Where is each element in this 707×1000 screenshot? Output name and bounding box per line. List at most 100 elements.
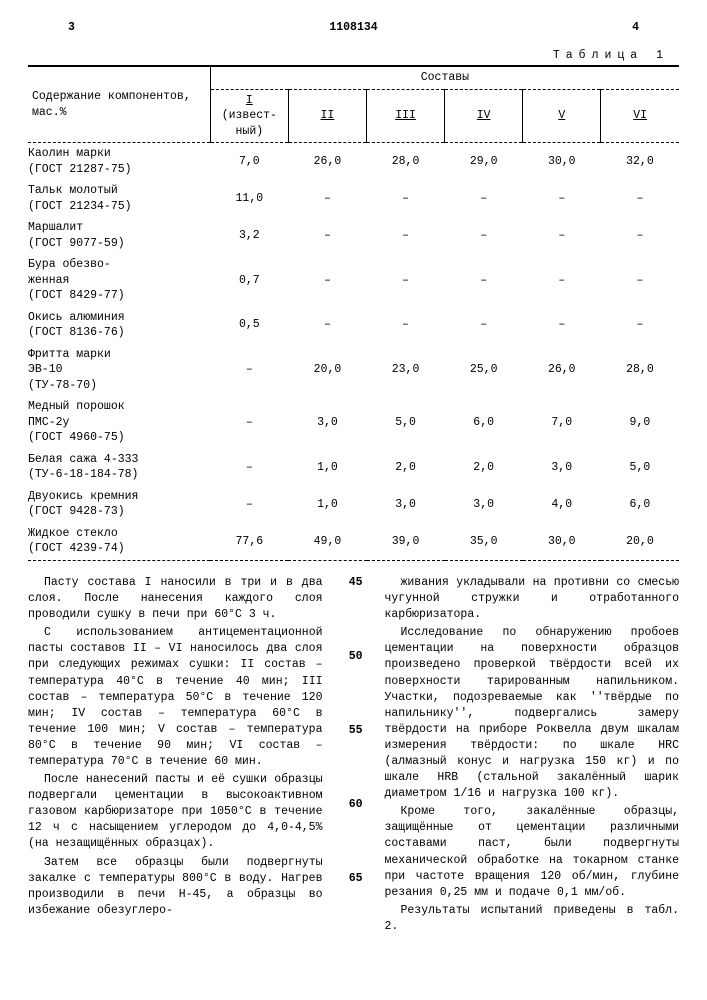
cell: 5,0: [367, 396, 445, 449]
cell: 77,6: [210, 523, 288, 561]
cell: –: [367, 180, 445, 217]
cell: –: [210, 486, 288, 523]
cell: –: [288, 180, 366, 217]
paragraph: Пасту состава I наносили в три и в два с…: [28, 575, 323, 623]
header-left: Содержание компонентов, мас.%: [28, 66, 210, 143]
cell: 11,0: [210, 180, 288, 217]
table-row: Тальк молотый(ГОСТ 21234-75)11,0–––––: [28, 180, 679, 217]
cell: –: [288, 307, 366, 344]
composition-table: Содержание компонентов, мас.% Составы I(…: [28, 65, 679, 561]
row-label: Двуокись кремния(ГОСТ 9428-73): [28, 486, 210, 523]
cell: 9,0: [601, 396, 679, 449]
row-label: Белая сажа 4-333(ТУ-6-18-184-78): [28, 449, 210, 486]
cell: 3,2: [210, 217, 288, 254]
table-row: Каолин марки(ГОСТ 21287-75)7,026,028,029…: [28, 143, 679, 181]
paragraph: Результаты испытаний приведены в табл. 2…: [385, 903, 680, 935]
table-row: Фритта маркиЭВ-10(ТУ-78-70)–20,023,025,0…: [28, 344, 679, 397]
cell: 20,0: [288, 344, 366, 397]
cell: 6,0: [445, 396, 523, 449]
cell: 32,0: [601, 143, 679, 181]
cell: 4,0: [523, 486, 601, 523]
cell: 3,0: [367, 486, 445, 523]
col-header: III: [367, 89, 445, 143]
cell: –: [601, 254, 679, 307]
table-row: Окись алюминия(ГОСТ 8136-76)0,5–––––: [28, 307, 679, 344]
left-column: Пасту состава I наносили в три и в два с…: [28, 575, 323, 945]
cell: –: [601, 307, 679, 344]
cell: –: [367, 217, 445, 254]
cell: 28,0: [367, 143, 445, 181]
cell: –: [445, 180, 523, 217]
cell: 39,0: [367, 523, 445, 561]
paragraph: Исследование по обнаружению пробоев цеме…: [385, 625, 680, 802]
cell: 5,0: [601, 449, 679, 486]
paragraph: После нанесений пасты и её сушки образцы…: [28, 772, 323, 852]
cell: –: [210, 396, 288, 449]
cell: –: [523, 254, 601, 307]
row-label: Медный порошокПМС-2у(ГОСТ 4960-75): [28, 396, 210, 449]
cell: 1,0: [288, 449, 366, 486]
cell: –: [288, 217, 366, 254]
cell: 26,0: [288, 143, 366, 181]
paragraph: С использованием антицементационной паст…: [28, 625, 323, 770]
cell: –: [367, 254, 445, 307]
table-caption: Таблица 1: [28, 48, 679, 64]
table-row: Жидкое стекло(ГОСТ 4239-74)77,649,039,03…: [28, 523, 679, 561]
page-header: 3 1108134 4: [28, 20, 679, 42]
cell: –: [367, 307, 445, 344]
row-label: Бура обезво-женная(ГОСТ 8429-77): [28, 254, 210, 307]
cell: 3,0: [288, 396, 366, 449]
table-row: Бура обезво-женная(ГОСТ 8429-77)0,7–––––: [28, 254, 679, 307]
line-number: 50: [345, 649, 363, 665]
line-number: 45: [345, 575, 363, 591]
cell: –: [601, 180, 679, 217]
col-header: VI: [601, 89, 679, 143]
row-label: Тальк молотый(ГОСТ 21234-75): [28, 180, 210, 217]
cell: –: [445, 307, 523, 344]
cell: –: [601, 217, 679, 254]
cell: 35,0: [445, 523, 523, 561]
row-label: Фритта маркиЭВ-10(ТУ-78-70): [28, 344, 210, 397]
cell: –: [445, 217, 523, 254]
page-num-right: 4: [632, 20, 639, 36]
header-group: Составы: [210, 66, 679, 89]
line-number: 55: [345, 723, 363, 739]
page-num-left: 3: [68, 20, 75, 36]
cell: –: [523, 180, 601, 217]
paragraph: живания укладывали на противни со смесью…: [385, 575, 680, 623]
cell: –: [445, 254, 523, 307]
row-label: Маршалит(ГОСТ 9077-59): [28, 217, 210, 254]
row-label: Окись алюминия(ГОСТ 8136-76): [28, 307, 210, 344]
row-label: Каолин марки(ГОСТ 21287-75): [28, 143, 210, 181]
paragraph: Затем все образцы были подвергнуты закал…: [28, 855, 323, 919]
cell: –: [210, 344, 288, 397]
cell: 26,0: [523, 344, 601, 397]
cell: 3,0: [523, 449, 601, 486]
line-number: 65: [345, 871, 363, 887]
col-header: II: [288, 89, 366, 143]
doc-number: 1108134: [75, 20, 632, 36]
cell: 2,0: [367, 449, 445, 486]
cell: 25,0: [445, 344, 523, 397]
cell: 7,0: [210, 143, 288, 181]
table-row: Белая сажа 4-333(ТУ-6-18-184-78)–1,02,02…: [28, 449, 679, 486]
cell: –: [523, 307, 601, 344]
cell: 0,5: [210, 307, 288, 344]
cell: 3,0: [445, 486, 523, 523]
cell: 49,0: [288, 523, 366, 561]
cell: 30,0: [523, 523, 601, 561]
col-header: IV: [445, 89, 523, 143]
cell: 23,0: [367, 344, 445, 397]
line-numbers: 45 50 55 60 65: [345, 575, 363, 945]
cell: –: [210, 449, 288, 486]
cell: 29,0: [445, 143, 523, 181]
cell: 1,0: [288, 486, 366, 523]
paragraph: Кроме того, закалённые образцы, защищённ…: [385, 804, 680, 901]
cell: –: [523, 217, 601, 254]
cell: 2,0: [445, 449, 523, 486]
cell: 0,7: [210, 254, 288, 307]
body-text: Пасту состава I наносили в три и в два с…: [28, 575, 679, 945]
cell: 20,0: [601, 523, 679, 561]
line-number: 60: [345, 797, 363, 813]
col-header: I(извест-ный): [210, 89, 288, 143]
